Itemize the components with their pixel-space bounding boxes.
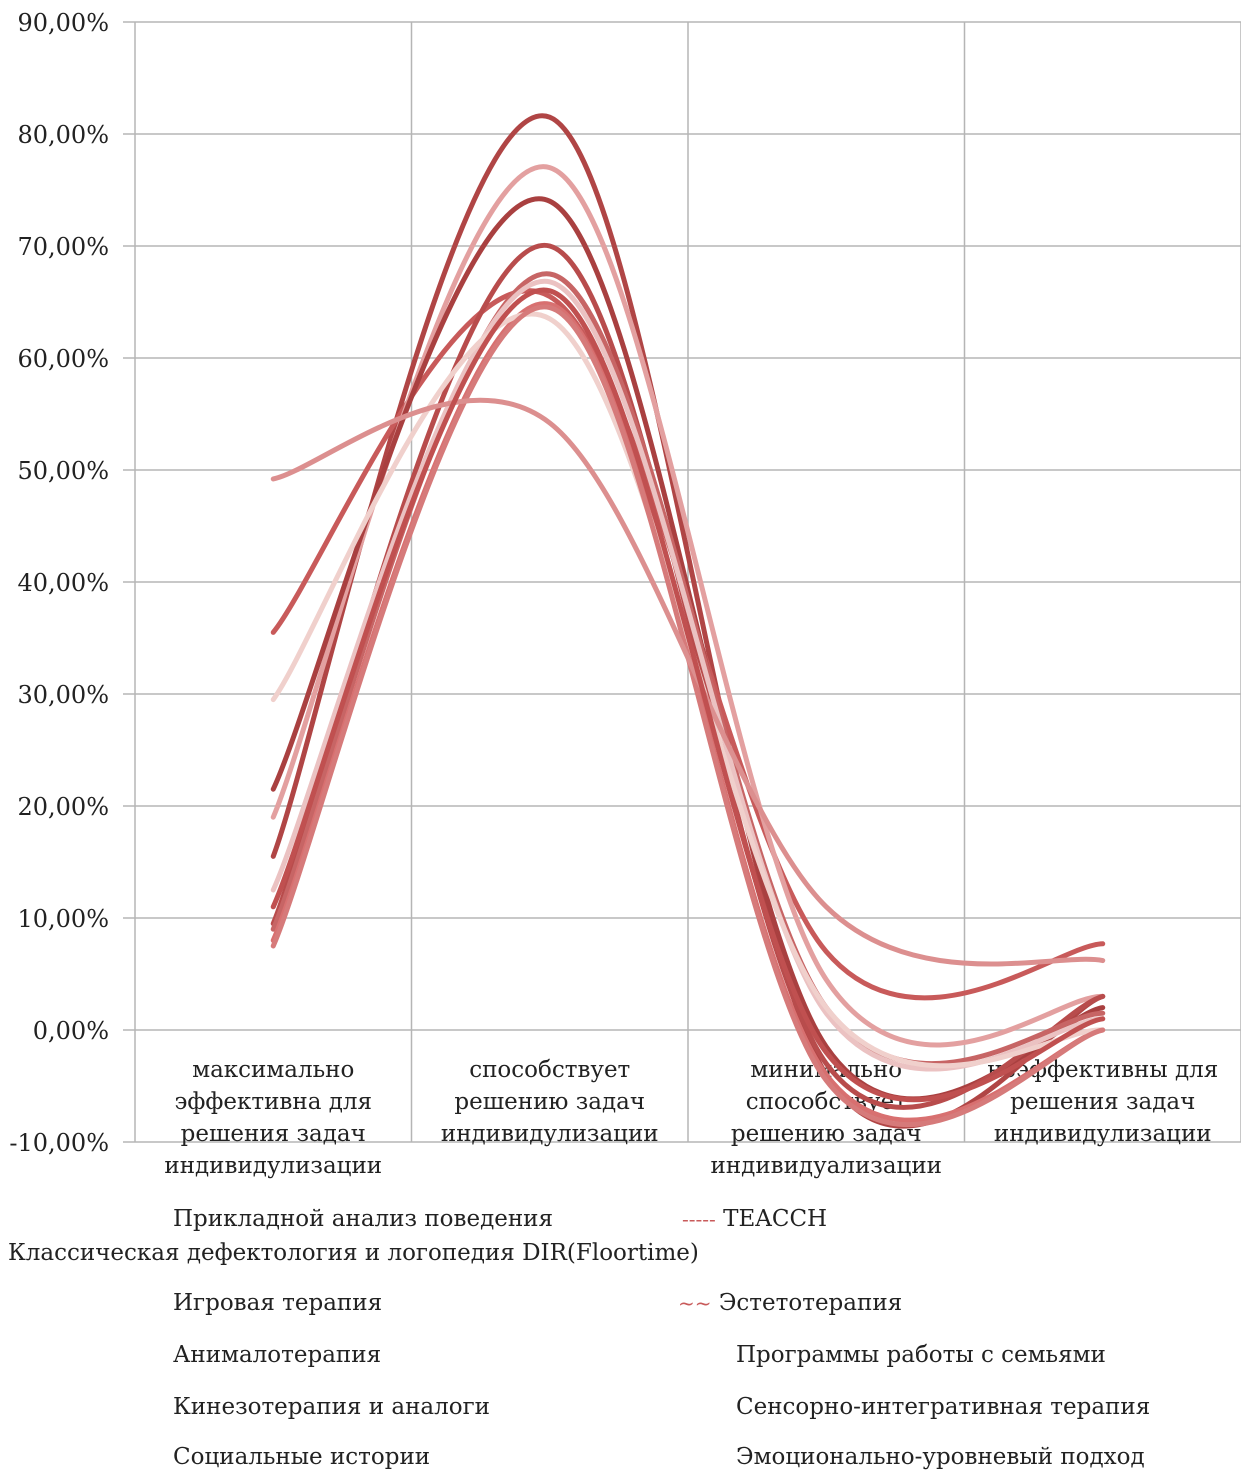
y-tick-label: 70,00% (17, 233, 109, 261)
dash-marker: ----- (682, 1207, 716, 1231)
y-tick-label: -10,00% (9, 1129, 109, 1157)
y-tick-label: 50,00% (17, 457, 109, 485)
y-tick-label: 60,00% (17, 345, 109, 373)
series-line (270, 279, 1106, 1072)
y-tick-label: 0,00% (33, 1017, 109, 1045)
y-tick-label: 90,00% (17, 9, 109, 37)
wave-marker: ~~ (678, 1291, 712, 1315)
x-tick-label: способствует решению задач индивидулизации (441, 1057, 659, 1147)
legend-item: Программы работы с семьями (736, 1342, 1106, 1368)
series-line (270, 287, 1106, 1103)
legend-item: Классическая дефектология и логопедия DI… (8, 1240, 699, 1266)
series-line (270, 397, 1106, 967)
legend-item: ----- TEACCH (682, 1206, 828, 1232)
legend-item: Сенсорно-интегративная терапия (736, 1394, 1151, 1420)
y-tick-label: 20,00% (17, 793, 109, 821)
x-tick-label: неэффективны для решения задач индивидулиз… (987, 1057, 1218, 1147)
legend-item: ~~ Эстетотерапия (678, 1290, 903, 1316)
legend-item: Эмоционально-уровневый подход (736, 1444, 1145, 1470)
y-tick-label: 30,00% (17, 681, 109, 709)
y-tick-label: 10,00% (17, 905, 109, 933)
y-tick-label: 40,00% (17, 569, 109, 597)
legend-item: Прикладной анализ поведения (173, 1206, 554, 1232)
legend-item: Социальные истории (173, 1444, 431, 1470)
legend-item: Анималотерапия (173, 1342, 382, 1368)
series-line (270, 304, 1106, 1128)
y-tick-label: 80,00% (17, 121, 109, 149)
x-tick-label: максимально эффективна для решения задач ин… (164, 1057, 382, 1179)
chart: -10,00% 0,00% 10,00% 20,00% 30,00% 40,00% 50,0… (9, 9, 1241, 1179)
legend-item: Игровая терапия (173, 1290, 383, 1316)
legend-item: Кинезотерапия и аналоги (173, 1394, 490, 1420)
